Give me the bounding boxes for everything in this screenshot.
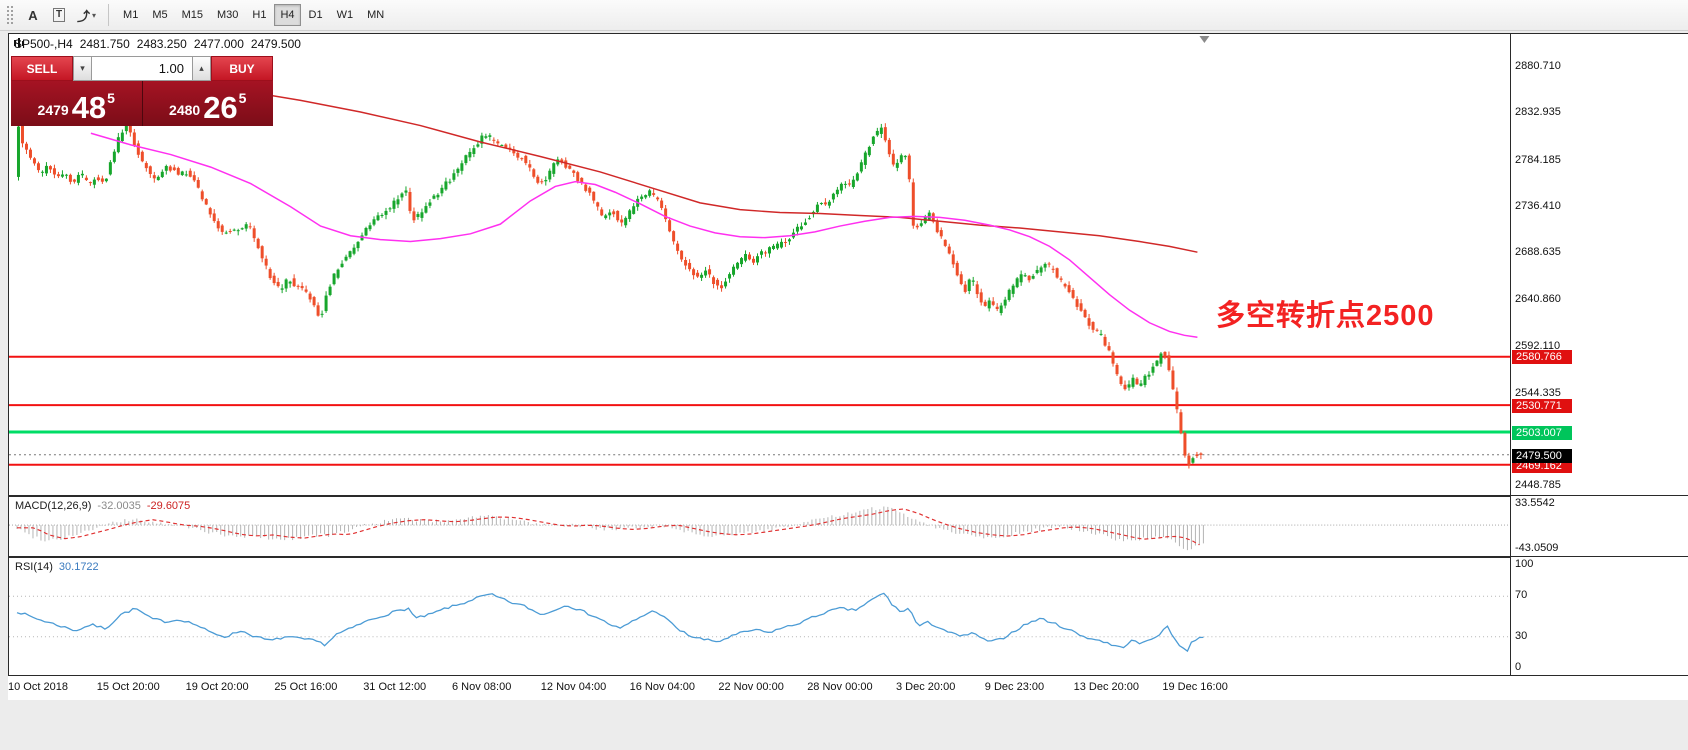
y-tick: 2736.410 [1515, 200, 1561, 213]
timeframe-button-MN[interactable]: MN [361, 4, 390, 26]
symbol-chart-icon [14, 38, 24, 47]
timeframe-buttons: M1 M5 M15 M30 H1 H4 D1 W1 MN [116, 4, 391, 26]
toolbar-drag-handle[interactable] [6, 5, 14, 25]
symbol-name: SP500-,H4 [14, 37, 73, 51]
price-badge-2580.766: 2580.766 [1512, 350, 1572, 365]
text-box-icon: T [52, 8, 66, 22]
y-tick: 2832.935 [1515, 106, 1561, 119]
buy-price-display[interactable]: 2480 26 5 [142, 81, 273, 126]
rsi-axis-label: 0 [1515, 661, 1522, 673]
buy-price-pips: 26 [203, 90, 238, 125]
volume-dropdown-button[interactable]: ▾ [73, 56, 92, 81]
y-tick: 2544.335 [1515, 386, 1561, 399]
rsi-axis-label: 70 [1515, 588, 1528, 601]
time-label: 25 Oct 16:00 [274, 681, 338, 693]
macd-axis: 33.5542 -43.0509 [1511, 496, 1688, 557]
price-badge-2530.771: 2530.771 [1512, 398, 1572, 413]
chart-annotation-text[interactable]: 多空转折点2500 [1216, 300, 1435, 332]
sell-price-pips: 48 [71, 90, 107, 125]
macd-value-main: -32.0035 [97, 500, 141, 512]
buy-price-point: 5 [238, 90, 247, 106]
macd-value-signal: -29.6075 [146, 500, 191, 512]
macd-chart[interactable] [9, 497, 1510, 556]
sell-price-point: 5 [107, 90, 115, 106]
buy-price-base: 2480 [169, 102, 201, 118]
candlestick-chart[interactable] [9, 34, 1510, 495]
y-tick: 2784.185 [1515, 153, 1561, 166]
buy-button[interactable]: BUY [211, 56, 273, 81]
time-label: 19 Oct 20:00 [185, 681, 249, 693]
time-label: 16 Nov 04:00 [629, 681, 696, 693]
time-label: 10 Oct 2018 [8, 681, 68, 693]
shapes-tool-button[interactable]: ⤴ ▾ [73, 3, 100, 27]
macd-panel[interactable]: MACD(12,26,9) -32.0035 -29.6075 [8, 496, 1511, 557]
macd-title: MACD(12,26,9) [15, 500, 92, 512]
text-box-tool-button[interactable]: T [47, 3, 71, 27]
ohlc-high: 2483.250 [136, 37, 187, 51]
time-label: 28 Nov 00:00 [807, 681, 873, 693]
timeframe-button-H1[interactable]: H1 [246, 4, 272, 26]
volume-input[interactable] [92, 56, 192, 81]
sell-price-display[interactable]: 2479 48 5 [11, 81, 142, 126]
sell-price-base: 2479 [37, 102, 69, 118]
timeframe-button-M30[interactable]: M30 [211, 4, 244, 26]
text-label-tool-button[interactable]: A [21, 3, 45, 27]
rsi-axis-label: 30 [1515, 630, 1528, 643]
y-tick: 2688.635 [1515, 246, 1561, 259]
time-label: 12 Nov 04:00 [540, 681, 607, 693]
y-tick: 2640.860 [1515, 292, 1561, 305]
volume-increase-button[interactable]: ▴ [192, 56, 211, 81]
symbol-info: SP500-,H4 2481.750 2483.250 2477.000 247… [14, 37, 301, 51]
toolbar: A T ⤴ ▾ M1 M5 M15 M30 H1 H4 D1 W1 MN [0, 0, 1688, 31]
rsi-axis-label: 100 [1515, 558, 1534, 570]
timeframe-button-H4[interactable]: H4 [274, 4, 301, 26]
chevron-down-icon: ▾ [92, 10, 97, 20]
price-badge-2503.007: 2503.007 [1512, 425, 1572, 440]
y-tick: 2880.710 [1515, 60, 1561, 72]
macd-axis-max: 33.5542 [1515, 497, 1555, 509]
timeframe-button-M5[interactable]: M5 [146, 4, 173, 26]
current-price-badge: 2479.500 [1512, 448, 1572, 463]
time-label: 13 Dec 20:00 [1073, 681, 1140, 693]
y-tick: 2592.110 [1515, 340, 1561, 353]
rsi-value: 30.1722 [58, 561, 99, 573]
time-label: 3 Dec 20:00 [896, 681, 956, 693]
ohlc-close: 2479.500 [250, 37, 301, 51]
time-label: 15 Oct 20:00 [96, 681, 160, 693]
time-axis[interactable]: 10 Oct 2018 15 Oct 20:00 19 Oct 20:00 25 Oc… [8, 676, 1688, 700]
timeframe-button-D1[interactable]: D1 [303, 4, 329, 26]
rsi-chart[interactable] [9, 558, 1510, 675]
time-label: 6 Nov 08:00 [452, 681, 512, 693]
sell-button[interactable]: SELL [11, 56, 73, 81]
macd-axis-min: -43.0509 [1515, 542, 1559, 554]
one-click-trading-panel: SELL ▾ ▴ BUY 2479 48 5 2480 26 5 [11, 56, 273, 126]
time-label: 19 Dec 16:00 [1162, 681, 1228, 693]
y-tick: 2448.785 [1515, 479, 1561, 492]
macd-label: MACD(12,26,9) -32.0035 -29.6075 [15, 500, 190, 512]
price-axis[interactable]: 2880.710 2832.935 2784.185 2736.410 2688.635… [1511, 33, 1688, 496]
timeframe-button-M15[interactable]: M15 [176, 4, 209, 26]
timeframe-button-W1[interactable]: W1 [331, 4, 360, 26]
ohlc-low: 2477.000 [193, 37, 244, 51]
ohlc-open: 2481.750 [79, 37, 130, 51]
rsi-title: RSI(14) [15, 561, 53, 573]
time-label: 9 Dec 23:00 [984, 681, 1045, 693]
shapes-icon: ⤴ [77, 8, 91, 24]
rsi-panel[interactable]: RSI(14) 30.1722 [8, 557, 1511, 676]
time-label: 22 Nov 00:00 [718, 681, 784, 693]
timeframe-button-M1[interactable]: M1 [117, 4, 144, 26]
toolbar-separator [108, 4, 110, 26]
rsi-label: RSI(14) 30.1722 [15, 561, 99, 573]
time-label: 31 Oct 12:00 [363, 681, 427, 693]
rsi-axis: 100 70 30 0 [1511, 557, 1688, 676]
main-chart-panel[interactable]: SP500-,H4 2481.750 2483.250 2477.000 247… [8, 33, 1511, 496]
